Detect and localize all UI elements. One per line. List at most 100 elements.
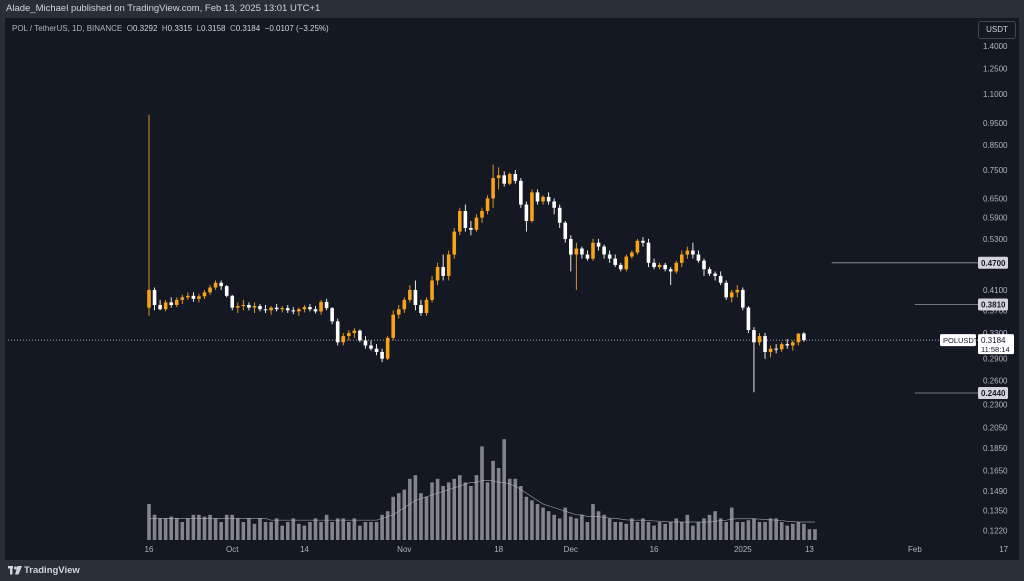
candle-body — [591, 242, 595, 259]
volume-bar — [413, 475, 418, 540]
volume-bar — [241, 522, 246, 540]
candle-body — [347, 333, 351, 337]
volume-bar — [618, 522, 623, 540]
price-tick-label: 0.2900 — [983, 355, 1008, 364]
volume-bar — [574, 518, 579, 540]
close-value: 0.3184 — [235, 24, 261, 33]
candle-body — [507, 173, 512, 184]
volume-bar — [158, 518, 162, 540]
countdown-label: 11:58:14 — [981, 345, 1010, 354]
volume-bar — [596, 511, 601, 540]
volume-bar — [197, 514, 201, 540]
candle-body — [496, 175, 501, 179]
candle-body — [796, 333, 801, 343]
candle-body — [213, 282, 218, 288]
high-label: H — [161, 24, 168, 33]
candle-body — [363, 340, 368, 346]
candle-body — [335, 321, 340, 343]
symbol-name: POL / TetherUS, 1D, BINANCE — [12, 24, 123, 33]
candle-body — [252, 306, 257, 308]
price-tick-label: 0.1220 — [983, 527, 1008, 536]
candle-body — [402, 299, 407, 310]
candle-body — [685, 250, 690, 255]
candle-body — [596, 242, 601, 247]
price-tick-label: 0.7500 — [983, 166, 1008, 175]
candle-body — [552, 201, 556, 208]
candle-body — [757, 336, 762, 343]
volume-bar — [435, 478, 440, 540]
volume-bar — [191, 514, 196, 540]
candle-body — [652, 262, 656, 268]
volume-bar — [768, 518, 773, 540]
candle-body — [635, 240, 640, 253]
volume-bar — [163, 518, 168, 540]
price-tick-label: 0.1850 — [983, 444, 1008, 453]
volume-bar — [424, 496, 429, 540]
price-tick-label: 1.4000 — [983, 42, 1008, 51]
volume-bar — [230, 514, 235, 540]
close-label: C — [229, 24, 236, 33]
volume-bar — [358, 525, 362, 540]
price-tick-label: 0.3300 — [983, 329, 1008, 338]
candle-body — [724, 282, 728, 298]
volume-bar — [741, 522, 745, 540]
volume-bar — [668, 522, 673, 540]
volume-bar — [308, 522, 312, 540]
candle-body — [452, 231, 457, 255]
price-tick-label: 0.9500 — [983, 119, 1008, 128]
volume-bar — [674, 518, 679, 540]
candle-body — [419, 305, 423, 314]
candle-body — [308, 307, 312, 310]
volume-bar — [585, 522, 590, 540]
price-tick-label: 0.1650 — [983, 467, 1008, 476]
candle-body — [746, 307, 751, 331]
candle-body — [802, 333, 806, 341]
price-tick-label: 0.5300 — [983, 235, 1008, 244]
volume-bar — [591, 504, 595, 540]
volume-bar — [485, 482, 490, 540]
time-tick-label: Dec — [564, 545, 578, 554]
low-value: 0.3158 — [201, 24, 226, 33]
volume-bar — [330, 522, 334, 540]
candle-body — [208, 287, 212, 293]
candle-body — [668, 269, 673, 272]
candle-body — [774, 348, 778, 350]
volume-bar — [169, 516, 173, 540]
volume-bar — [735, 522, 740, 540]
time-tick-label: 16 — [145, 545, 154, 554]
time-tick-label: Nov — [397, 545, 411, 554]
publisher-line: Alade_Michael published on TradingView.c… — [6, 3, 321, 14]
price-tick-label: 0.1350 — [983, 507, 1008, 516]
volume-bar — [402, 489, 407, 540]
price-tick-label: 0.2600 — [983, 376, 1008, 385]
candle-body — [680, 254, 684, 263]
volume-bar — [341, 518, 346, 540]
open-label: O — [126, 24, 133, 33]
volume-bar — [446, 482, 451, 540]
candle-body — [408, 289, 412, 300]
volume-bar — [180, 522, 185, 540]
volume-bar — [696, 522, 701, 540]
volume-bar — [724, 522, 728, 540]
candle-body — [480, 211, 484, 218]
volume-bar — [563, 507, 568, 540]
candle-body — [280, 308, 284, 310]
candle-body — [569, 238, 573, 255]
volume-bar — [247, 518, 251, 540]
candle-body — [729, 292, 734, 298]
price-tick-label: 0.5900 — [983, 214, 1008, 223]
candle-body — [441, 267, 445, 276]
currency-button[interactable]: USDT — [978, 21, 1016, 39]
volume-bar — [613, 522, 617, 540]
volume-bar — [391, 496, 395, 540]
candle-body — [779, 344, 784, 350]
time-tick-label: Oct — [226, 545, 239, 554]
volume-bar — [219, 522, 223, 540]
candle-body — [396, 309, 401, 315]
volume-bar — [746, 520, 751, 540]
volume-bar — [663, 523, 667, 540]
candle-body — [191, 295, 196, 299]
candle-body — [463, 211, 468, 228]
volume-bar — [602, 514, 606, 540]
